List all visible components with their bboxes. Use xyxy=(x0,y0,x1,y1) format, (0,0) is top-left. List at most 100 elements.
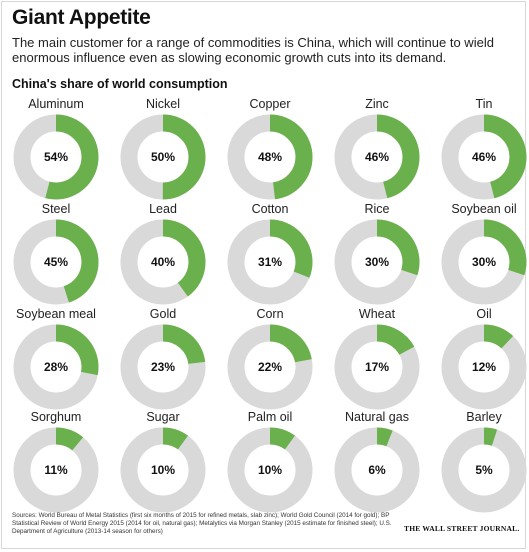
page-title: Giant Appetite xyxy=(12,6,151,29)
china-share-arc xyxy=(334,114,420,200)
china-share-arc xyxy=(227,114,313,200)
sources-note: Sources: World Bureau of Metal Statistic… xyxy=(12,512,392,535)
china-share-arc xyxy=(13,324,99,410)
share-value-label: 46% xyxy=(365,150,389,164)
donut-cell-sorghum: Sorghum 11% xyxy=(4,409,108,513)
share-value-label: 10% xyxy=(258,463,282,477)
share-value-label: 6% xyxy=(368,463,386,477)
share-value-label: 12% xyxy=(472,360,496,374)
donut-cell-rice: Rice 30% xyxy=(325,201,429,305)
donut-chart: 5% xyxy=(441,427,527,513)
share-value-label: 22% xyxy=(258,360,282,374)
china-share-arc xyxy=(334,219,420,305)
category-label: Nickel xyxy=(145,97,181,111)
donut-cell-copper: Copper 48% xyxy=(218,96,322,200)
china-share-arc xyxy=(120,114,206,200)
category-label: Gold xyxy=(149,307,177,321)
china-share-arc xyxy=(334,324,420,410)
category-label: Cotton xyxy=(251,202,289,216)
category-label: Steel xyxy=(41,202,71,216)
donut-chart: 10% xyxy=(227,427,313,513)
category-label: Palm oil xyxy=(247,410,293,424)
share-value-label: 45% xyxy=(44,255,68,269)
china-share-arc xyxy=(13,219,99,305)
donut-chart: 54% xyxy=(13,114,99,200)
category-label: Zinc xyxy=(365,97,389,111)
category-label: Natural gas xyxy=(345,410,409,424)
share-value-label: 10% xyxy=(151,463,175,477)
donut-cell-cotton: Cotton 31% xyxy=(218,201,322,305)
donut-cell-barley: Barley 5% xyxy=(432,409,529,513)
donut-cell-soybean-meal: Soybean meal 28% xyxy=(4,306,108,410)
donut-chart: 50% xyxy=(120,114,206,200)
donut-chart: 22% xyxy=(227,324,313,410)
category-label: Sugar xyxy=(146,410,180,424)
china-share-arc xyxy=(227,427,313,513)
china-share-arc xyxy=(441,219,527,305)
share-value-label: 11% xyxy=(44,463,68,477)
share-value-label: 31% xyxy=(258,255,282,269)
donut-chart: 46% xyxy=(334,114,420,200)
china-share-arc xyxy=(334,427,420,513)
category-label: Oil xyxy=(476,307,492,321)
share-value-label: 54% xyxy=(44,150,68,164)
donut-cell-oil: Oil 12% xyxy=(432,306,529,410)
donut-cell-zinc: Zinc 46% xyxy=(325,96,429,200)
donut-chart: 46% xyxy=(441,114,527,200)
china-share-arc xyxy=(13,427,99,513)
category-label: Tin xyxy=(475,97,493,111)
donut-chart: 40% xyxy=(120,219,206,305)
chart-title: China's share of world consumption xyxy=(12,77,228,91)
donut-chart: 28% xyxy=(13,324,99,410)
china-share-arc xyxy=(441,114,527,200)
category-label: Lead xyxy=(149,202,177,216)
donut-chart: 45% xyxy=(13,219,99,305)
china-share-arc xyxy=(120,219,206,305)
share-value-label: 23% xyxy=(151,360,175,374)
china-share-arc xyxy=(441,324,527,410)
donut-cell-natural-gas: Natural gas 6% xyxy=(325,409,429,513)
donut-chart: 23% xyxy=(120,324,206,410)
publisher-credit: THE WALL STREET JOURNAL. xyxy=(404,524,520,533)
category-label: Soybean oil xyxy=(451,202,517,216)
page-subtitle: The main customer for a range of commodi… xyxy=(12,35,494,65)
china-share-arc xyxy=(227,324,313,410)
category-label: Soybean meal xyxy=(16,307,96,321)
category-label: Corn xyxy=(256,307,284,321)
china-share-arc xyxy=(13,114,99,200)
share-value-label: 46% xyxy=(472,150,496,164)
share-value-label: 17% xyxy=(365,360,389,374)
donut-cell-tin: Tin 46% xyxy=(432,96,529,200)
donut-cell-nickel: Nickel 50% xyxy=(111,96,215,200)
donut-cell-sugar: Sugar 10% xyxy=(111,409,215,513)
category-label: Sorghum xyxy=(30,410,82,424)
share-value-label: 5% xyxy=(475,463,493,477)
china-share-arc xyxy=(120,427,206,513)
china-share-arc xyxy=(441,427,527,513)
category-label: Barley xyxy=(466,410,502,424)
donut-chart: 12% xyxy=(441,324,527,410)
donut-chart: 48% xyxy=(227,114,313,200)
donut-chart: 6% xyxy=(334,427,420,513)
donut-cell-wheat: Wheat 17% xyxy=(325,306,429,410)
share-value-label: 30% xyxy=(472,255,496,269)
share-value-label: 48% xyxy=(258,150,282,164)
donut-cell-steel: Steel 45% xyxy=(4,201,108,305)
donut-chart: 30% xyxy=(441,219,527,305)
donut-chart: 31% xyxy=(227,219,313,305)
share-value-label: 40% xyxy=(151,255,175,269)
china-share-arc xyxy=(227,219,313,305)
donut-chart: 30% xyxy=(334,219,420,305)
donut-cell-soybean-oil: Soybean oil 30% xyxy=(432,201,529,305)
donut-chart: 11% xyxy=(13,427,99,513)
category-label: Rice xyxy=(364,202,390,216)
donut-cell-lead: Lead 40% xyxy=(111,201,215,305)
share-value-label: 28% xyxy=(44,360,68,374)
donut-cell-aluminum: Aluminum 54% xyxy=(4,96,108,200)
china-share-arc xyxy=(120,324,206,410)
category-label: Copper xyxy=(249,97,291,111)
donut-chart: 17% xyxy=(334,324,420,410)
donut-cell-corn: Corn 22% xyxy=(218,306,322,410)
